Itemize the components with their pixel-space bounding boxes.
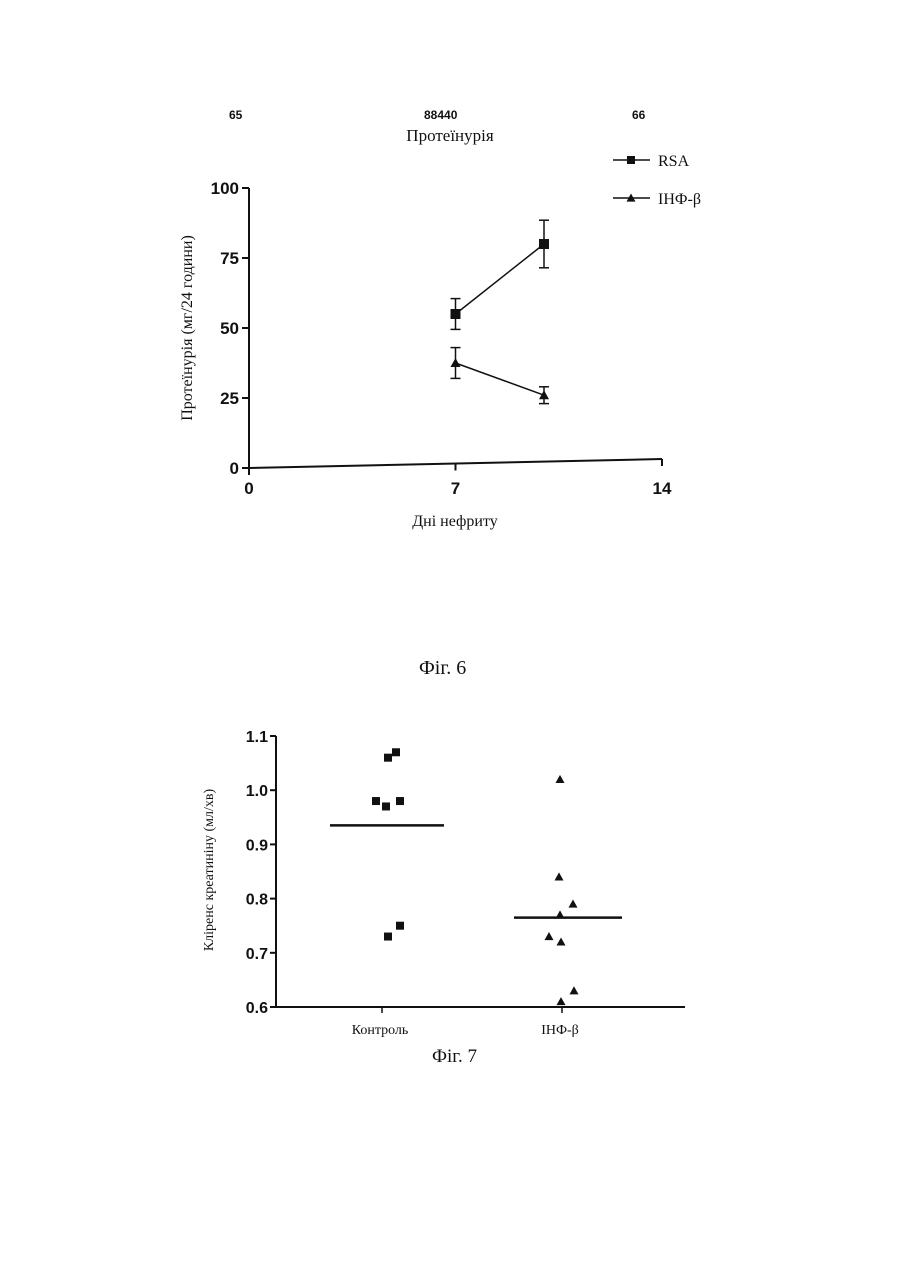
data-point-triangle <box>570 986 579 994</box>
y-tick-label: 0.7 <box>246 946 268 963</box>
y-tick-label: 1.1 <box>246 729 268 746</box>
data-point-triangle <box>557 937 566 945</box>
y-tick-label: 0.8 <box>246 892 268 909</box>
data-point-square <box>382 802 390 810</box>
data-point-square <box>396 797 404 805</box>
x-category-label: Контроль <box>352 1023 409 1038</box>
data-point-triangle <box>556 775 565 783</box>
data-point-square <box>384 754 392 762</box>
data-point-triangle <box>545 932 554 940</box>
y-tick-label: 1.0 <box>246 783 268 800</box>
data-point-square <box>372 797 380 805</box>
y-tick-label: 0.6 <box>246 1000 268 1017</box>
figure-7-creatinine-chart: Кліренс креатиніну (мл/хв) 0.6 0.7 0.8 0.9 1… <box>0 0 900 1273</box>
y-tick-label: 0.9 <box>246 837 268 854</box>
figure-7-caption: Фіг. 7 <box>432 1046 477 1068</box>
data-point-triangle <box>557 997 566 1005</box>
y-axis-label-fig7: Кліренс креатиніну (мл/хв) <box>202 789 217 952</box>
data-point-square <box>392 748 400 756</box>
data-point-triangle <box>555 872 564 880</box>
data-point-square <box>384 933 392 941</box>
data-point-triangle <box>569 900 578 908</box>
data-point-square <box>396 922 404 930</box>
x-category-label: ІНФ-β <box>541 1023 579 1038</box>
